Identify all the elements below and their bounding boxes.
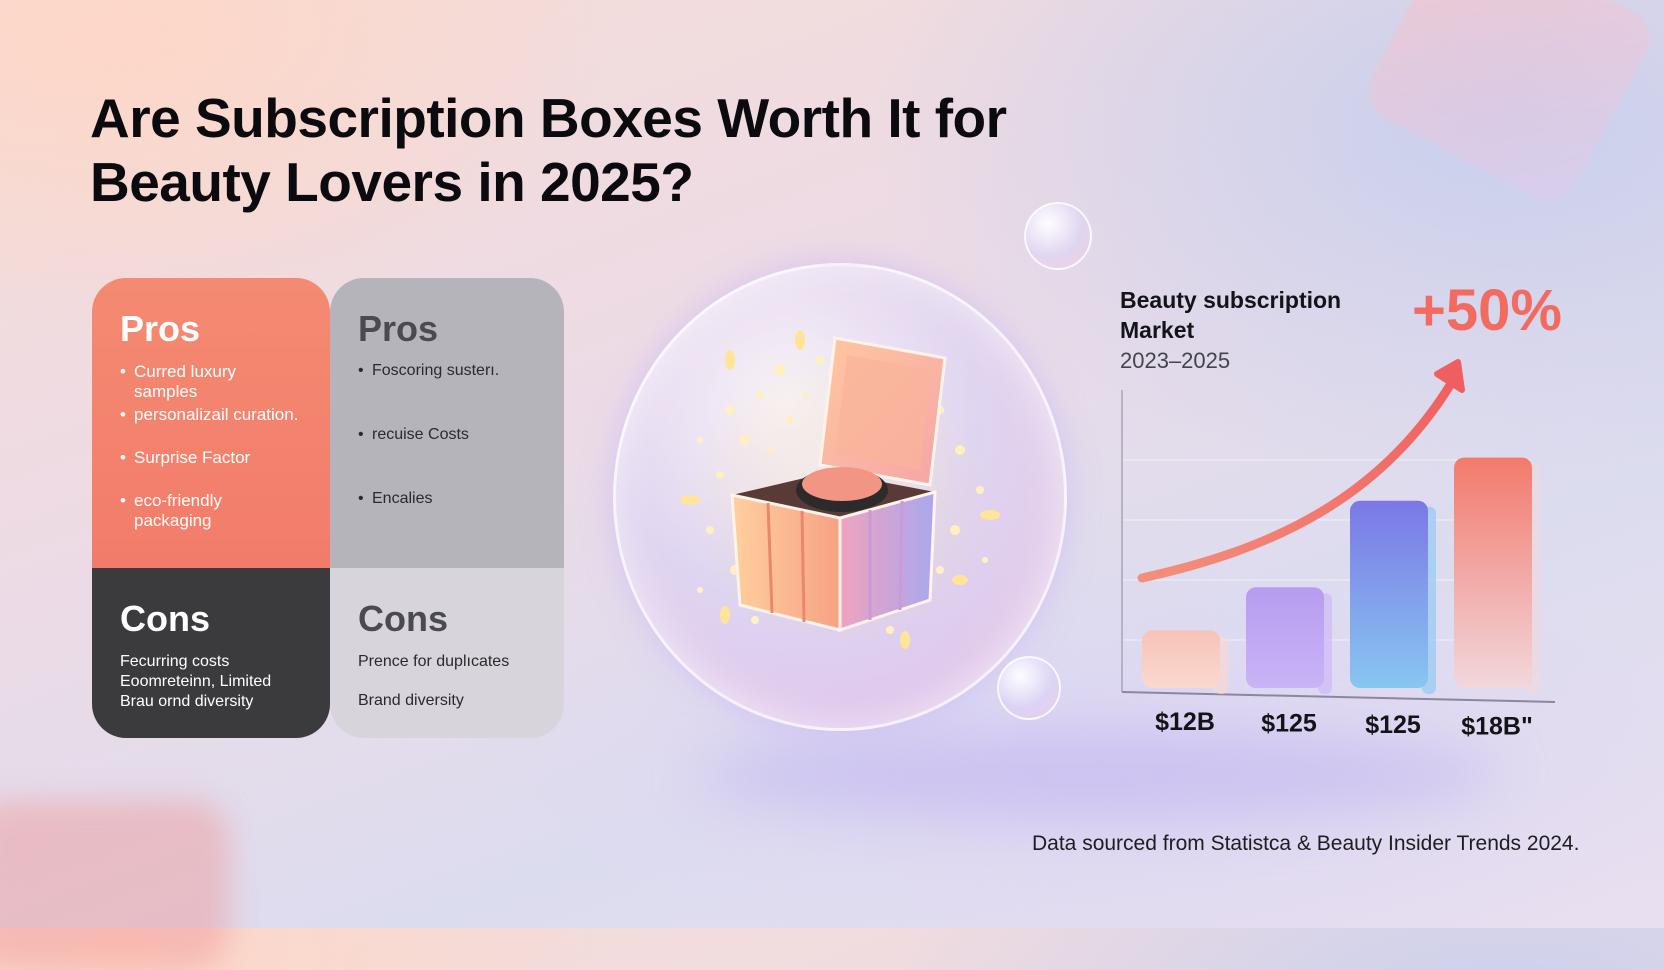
cons-heading-right: Cons (358, 598, 448, 639)
category-label: $18B" (1461, 713, 1533, 741)
pros-panel-left: Pros Curred luxury samples personalizail… (92, 278, 330, 568)
small-bubble-top (1024, 202, 1092, 270)
category-label: $125 (1261, 710, 1317, 738)
pros-item: Encalies (358, 490, 536, 554)
bar (1246, 587, 1324, 688)
cons-heading-left: Cons (120, 598, 210, 639)
pros-item: eco-friendly packaging (120, 491, 302, 534)
cons-panel-right: Cons Prence for duplıcates Brand diversi… (330, 568, 564, 738)
pros-item: personalizail curation. (120, 405, 302, 448)
bar (1350, 500, 1428, 688)
decorative-blur-shape (0, 800, 230, 970)
chart-title: Beauty subscription Market (1120, 287, 1341, 343)
pros-heading-left: Pros (120, 308, 201, 349)
decorative-glass-block (1358, 0, 1660, 212)
cons-item: Brand diversity (358, 692, 464, 709)
bar (1454, 457, 1532, 688)
small-bubble-bottom (997, 656, 1061, 720)
trend-arrow (1137, 377, 1457, 583)
pros-item: Surprise Factor (120, 448, 302, 491)
pros-item: Curred luxury samples (120, 362, 302, 405)
chart-subtitle: 2023–2025 (1120, 348, 1230, 373)
pros-cons-card-right: Pros Foscoring susterı. recuise Costs En… (330, 278, 564, 738)
bar (1142, 630, 1220, 688)
pros-heading-right: Pros (358, 308, 439, 349)
pros-panel-right: Pros Foscoring susterı. recuise Costs En… (330, 278, 564, 568)
pros-item: Foscoring susterı. (358, 362, 536, 426)
page-title: Are Subscription Boxes Worth It for Beau… (90, 87, 1007, 213)
market-chart: Beauty subscription Market 2023–2025 +50%… (1120, 278, 1562, 740)
growth-callout: +50% (1412, 278, 1562, 343)
gift-box-illustration (680, 330, 1000, 650)
floor-glow (700, 730, 1500, 820)
cons-panel-left: Cons Fecurring costs Eoomreteinn, Limite… (92, 568, 330, 738)
category-label: $125 (1365, 711, 1421, 739)
pros-item: recuise Costs (358, 426, 536, 490)
cons-item: Brau ornd diversity (120, 693, 254, 710)
box-side (838, 490, 937, 633)
cons-item: Eoomreteinn, Limited (120, 673, 272, 690)
bars (1142, 457, 1540, 694)
category-labels: $12B $125 $125 $18B" (1155, 708, 1533, 740)
pros-list-left: Curred luxury samples personalizail cura… (120, 362, 302, 534)
x-axis (1121, 691, 1556, 703)
cons-item: Fecurring costs (120, 653, 230, 670)
pros-cons-card-left: Pros Curred luxury samples personalizail… (92, 278, 330, 738)
category-label: $12B (1155, 708, 1215, 736)
pros-list-right: Foscoring susterı. recuise Costs Encalie… (358, 362, 536, 554)
source-note: Data sourced from Statistca & Beauty Ins… (1032, 832, 1580, 855)
trend-arrow-head (1434, 359, 1465, 393)
cons-item: Prence for duplıcates (358, 653, 510, 670)
